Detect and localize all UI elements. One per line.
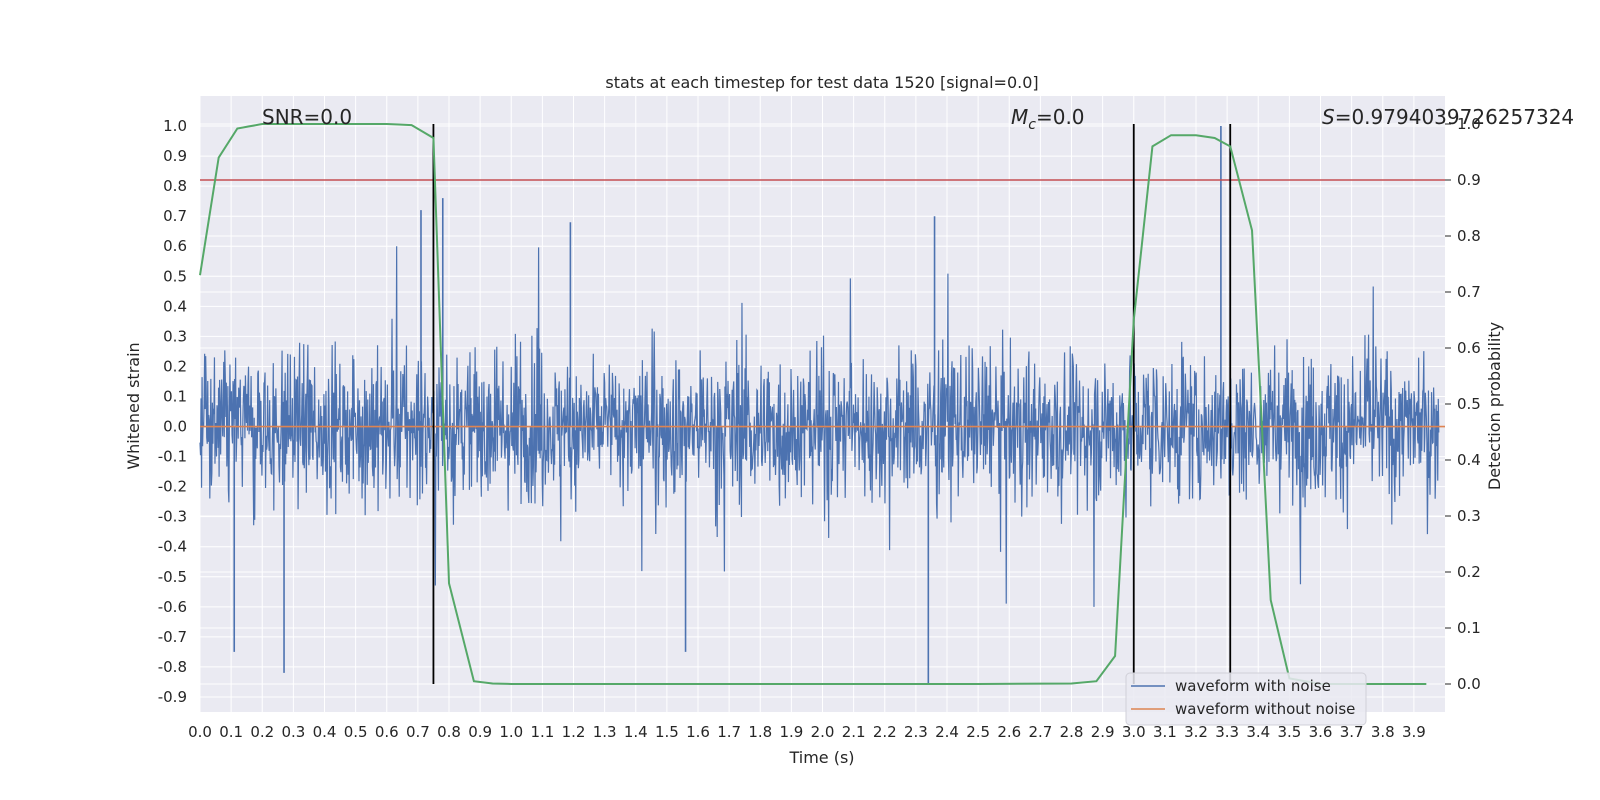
probability-curve: [199, 123, 1427, 685]
x-tick-label: 0.8: [437, 723, 461, 741]
x-tick-label: 3.7: [1340, 723, 1364, 741]
y-tick-label: 1.0: [163, 117, 187, 135]
x-tick-label: 2.5: [966, 723, 990, 741]
legend-label-noise: waveform with noise: [1175, 677, 1331, 695]
x-tick-label: 2.0: [811, 723, 835, 741]
y-tick-label-right: 0.0: [1457, 675, 1481, 693]
mc-annotation: Mc=0.0: [1011, 105, 1085, 133]
x-tick-label: 1.4: [624, 723, 648, 741]
x-tick-label: 3.0: [1122, 723, 1146, 741]
x-tick-label: 2.1: [842, 723, 866, 741]
y-tick-label: -0.4: [158, 538, 187, 556]
x-tick-label: 0.1: [219, 723, 243, 741]
x-tick-label: 0.5: [344, 723, 368, 741]
y-tick-label-right: 0.2: [1457, 563, 1481, 581]
x-tick-label: 1.1: [530, 723, 554, 741]
x-tick-label: 2.8: [1060, 723, 1084, 741]
y-tick-label: 0.9: [163, 147, 187, 165]
x-ticks: 0.0 0.1 0.2 0.3 0.4 0.5 0.6 0.7 0.8 0.9 1.0 1.1 1.2 1…: [188, 723, 1426, 741]
noise-trace: [199, 246, 1440, 607]
x-tick-label: 1.2: [562, 723, 586, 741]
y-axis-label-left: Whitened strain: [124, 342, 143, 469]
x-tick-label: 3.2: [1184, 723, 1208, 741]
legend-box: [1125, 672, 1367, 726]
legend: waveform with noise waveform without noi…: [1125, 672, 1367, 726]
x-tick-label: 1.8: [748, 723, 772, 741]
x-tick-label: 1.0: [499, 723, 523, 741]
x-tick-label: 1.9: [779, 723, 803, 741]
x-tick-label: 3.8: [1371, 723, 1395, 741]
y-tick-label-right: 0.9: [1457, 171, 1481, 189]
vertical-lines: [432, 124, 1232, 684]
y-tick-label-right: 0.1: [1457, 619, 1481, 637]
y-tick-label: 0.5: [163, 267, 187, 285]
x-tick-label: 3.9: [1402, 723, 1426, 741]
x-tick-label: 3.3: [1215, 723, 1239, 741]
x-tick-label: 2.6: [997, 723, 1021, 741]
x-tick-label: 1.5: [655, 723, 679, 741]
y-ticks-left: -0.9 -0.8 -0.7 -0.6 -0.5 -0.4 -0.3 -0.2 -0.1 0.0 0…: [158, 117, 187, 706]
s-annotation: S=0.9794039726257324: [1322, 105, 1574, 129]
series-waveform-with-noise: [199, 126, 1440, 685]
snr-annotation: SNR=0.0: [262, 105, 352, 129]
y-tick-label: -0.9: [158, 688, 187, 706]
y-tick-label-right: 0.7: [1457, 283, 1481, 301]
y-tick-label: 0.1: [163, 387, 187, 405]
chart-title: stats at each timestep for test data 152…: [605, 73, 1038, 92]
y-tick-label-right: 1.0: [1457, 115, 1481, 133]
x-tick-label: 3.5: [1277, 723, 1301, 741]
y-tick-label: 0.2: [163, 357, 187, 375]
y-tick-label: -0.1: [158, 448, 187, 466]
x-tick-label: 0.7: [406, 723, 430, 741]
y-tick-label: -0.2: [158, 478, 187, 496]
y-axis-label-right: Detection probability: [1485, 322, 1504, 490]
y-tick-label: 0.7: [163, 207, 187, 225]
y-tick-label: 0.8: [163, 177, 187, 195]
x-tick-label: 3.6: [1309, 723, 1333, 741]
series-detection-probability: [199, 123, 1427, 685]
x-tick-label: 2.3: [904, 723, 928, 741]
x-tick-label: 2.7: [1028, 723, 1052, 741]
y-tick-label: -0.6: [158, 598, 187, 616]
x-tick-label: 2.9: [1091, 723, 1115, 741]
s-value: =0.9794039726257324: [1335, 105, 1574, 129]
x-tick-label: 2.2: [873, 723, 897, 741]
y-ticks-right: 0.0 0.1 0.2 0.3 0.4 0.5 0.6 0.7 0.8 0.9 1.0: [1445, 115, 1481, 693]
x-tick-label: 1.7: [717, 723, 741, 741]
y-tick-label-right: 0.4: [1457, 451, 1481, 469]
y-tick-label: 0.0: [163, 418, 187, 436]
x-tick-label: 0.0: [188, 723, 212, 741]
x-tick-label: 0.3: [281, 723, 305, 741]
mc-symbol: M: [1011, 105, 1028, 129]
x-tick-label: 0.2: [250, 723, 274, 741]
y-tick-label: -0.3: [158, 508, 187, 526]
x-tick-label: 0.9: [468, 723, 492, 741]
y-tick-label: -0.5: [158, 568, 187, 586]
y-tick-label: 0.4: [163, 297, 187, 315]
x-tick-label: 3.1: [1153, 723, 1177, 741]
x-axis-label: Time (s): [788, 748, 854, 767]
s-symbol: S: [1322, 105, 1335, 129]
x-tick-label: 1.3: [593, 723, 617, 741]
mc-subscript: c: [1028, 117, 1036, 133]
mc-value: =0.0: [1036, 105, 1085, 129]
y-tick-label-right: 0.6: [1457, 339, 1481, 357]
y-tick-label-right: 0.8: [1457, 227, 1481, 245]
y-tick-label-right: 0.5: [1457, 395, 1481, 413]
x-tick-label: 1.6: [686, 723, 710, 741]
y-tick-label-right: 0.3: [1457, 507, 1481, 525]
y-tick-label: -0.8: [158, 658, 187, 676]
grid: [199, 96, 1445, 712]
y-tick-label: -0.7: [158, 628, 187, 646]
x-tick-label: 2.4: [935, 723, 959, 741]
x-tick-label: 0.4: [313, 723, 337, 741]
y-tick-label: 0.6: [163, 237, 187, 255]
y-tick-label: 0.3: [163, 327, 187, 345]
x-tick-label: 0.6: [375, 723, 399, 741]
legend-label-clean: waveform without noise: [1175, 700, 1355, 718]
x-tick-label: 3.4: [1246, 723, 1270, 741]
